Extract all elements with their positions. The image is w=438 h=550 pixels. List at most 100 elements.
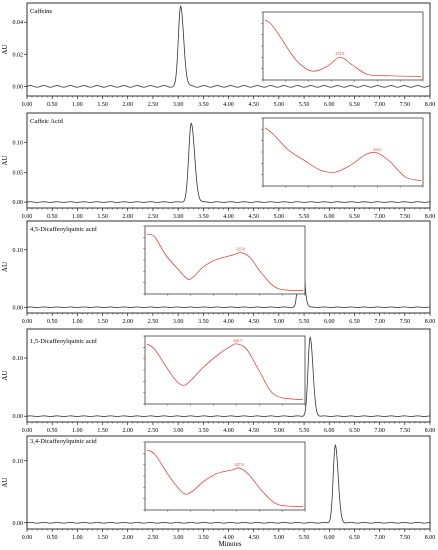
x-tick-label: 6.00 <box>324 428 335 434</box>
inset-frame <box>144 225 306 295</box>
x-tick-label: 2.50 <box>148 535 159 541</box>
y-tick-label: 0.00 <box>13 305 24 311</box>
x-tick-label: 0.00 <box>22 319 33 325</box>
uv-spectrum-curve <box>146 449 304 507</box>
y-tick-label: 0.00 <box>13 84 24 90</box>
x-tick-label: 7.00 <box>374 102 385 108</box>
x-tick-label: 7.00 <box>374 428 385 434</box>
x-tick-label: 5.00 <box>274 428 285 434</box>
x-tick-label: 1.50 <box>97 535 108 541</box>
x-tick-label: 1.00 <box>72 535 83 541</box>
x-tick-label: 4.00 <box>223 319 234 325</box>
y-tick-label: 0.10 <box>13 141 24 147</box>
x-tick-label: 7.50 <box>400 214 411 220</box>
spectrum-peak-label: 327.9 <box>235 462 244 467</box>
x-tick-label: 4.50 <box>248 535 259 541</box>
uv-spectrum-curve <box>146 343 304 401</box>
x-tick-label: 7.50 <box>400 428 411 434</box>
x-tick-label: 2.00 <box>123 319 134 325</box>
x-tick-label: 5.50 <box>299 214 310 220</box>
x-tick-label: 5.50 <box>299 102 310 108</box>
y-axis-label: AU <box>1 262 9 272</box>
x-tick-label: 7.00 <box>374 319 385 325</box>
x-tick-label: 3.00 <box>173 319 184 325</box>
x-tick-label: 0.50 <box>47 102 58 108</box>
x-tick-label: 3.50 <box>198 428 209 434</box>
chromatogram-trace <box>26 336 431 417</box>
uv-spectrum-curve <box>264 127 422 181</box>
x-tick-label: 6.50 <box>349 102 360 108</box>
x-tick-label: 0.50 <box>47 214 58 220</box>
x-tick-label: 6.50 <box>349 428 360 434</box>
x-tick-label: 1.50 <box>97 102 108 108</box>
chromatogram-trace <box>26 228 431 308</box>
x-tick-label: 4.00 <box>223 102 234 108</box>
x-tick-label: 5.00 <box>274 214 285 220</box>
x-tick-label: 7.00 <box>374 535 385 541</box>
chromatogram-panel: 0.00 0.50 1.00 1.50 2.00 2.50 3.00 3.50 4.00 4.50… <box>1 435 436 541</box>
x-tick-label: 2.00 <box>123 214 134 220</box>
chromatogram-trace <box>26 4 431 88</box>
x-tick-label: 0.50 <box>47 428 58 434</box>
chromatogram-panel: 0.00 0.50 1.00 1.50 2.00 2.50 3.00 3.50 4.00 4.50… <box>1 2 435 108</box>
x-tick-label: 4.50 <box>248 214 259 220</box>
y-tick-label: 0.00 <box>13 521 24 527</box>
inset-frame <box>144 441 306 511</box>
x-tick-label: 0.00 <box>22 214 33 220</box>
x-tick-label: 2.00 <box>123 428 134 434</box>
x-tick-label: 7.00 <box>374 214 385 220</box>
x-tick-label: 3.50 <box>198 102 209 108</box>
x-tick-label: 3.50 <box>198 214 209 220</box>
x-tick-label: 1.50 <box>97 319 108 325</box>
x-tick-label: 2.50 <box>148 319 159 325</box>
x-tick-label: 7.50 <box>400 319 411 325</box>
spectrum-peak-label: 324.1 <box>373 147 382 152</box>
x-tick-label: 0.50 <box>47 319 58 325</box>
x-tick-label: 1.00 <box>72 102 83 108</box>
y-axis-label: AU <box>1 477 9 487</box>
x-tick-label: 5.50 <box>299 535 310 541</box>
x-tick-label: 6.00 <box>324 214 335 220</box>
uv-spectrum-inset: 325.6 <box>143 225 306 296</box>
x-tick-label: 0.00 <box>22 102 33 108</box>
x-tick-label: 3.00 <box>173 214 184 220</box>
chromatogram-trace <box>26 443 431 524</box>
x-tick-label: 6.50 <box>349 535 360 541</box>
x-tick-label: 1.00 <box>72 428 83 434</box>
panel-title: 1,5-Dicaffeoylquinic acid <box>30 338 97 345</box>
y-tick-label: 0.04 <box>13 20 24 26</box>
y-axis-label: AU <box>1 44 9 54</box>
x-tick-label: 6.00 <box>324 319 335 325</box>
uv-spectrum-inset: 324.1 <box>261 117 424 188</box>
x-tick-label: 8.00 <box>425 535 436 541</box>
panel-title: 4,5-Dicaffeoylquinic acid <box>30 226 97 233</box>
y-tick-label: 0.00 <box>13 414 24 420</box>
uv-spectrum-inset: 326.7 <box>143 335 306 406</box>
x-tick-label: 0.00 <box>22 428 33 434</box>
x-tick-label: 4.50 <box>248 102 259 108</box>
x-tick-label: 8.00 <box>425 428 436 434</box>
y-tick-label: 0.02 <box>13 52 24 58</box>
y-tick-label: 0.00 <box>13 200 24 206</box>
x-tick-label: 1.00 <box>72 214 83 220</box>
panel-title: Caffeine <box>30 8 52 15</box>
inset-frame <box>262 117 424 187</box>
x-tick-label: 4.50 <box>248 319 259 325</box>
spectrum-peak-label: 325.6 <box>236 247 245 252</box>
uv-spectrum-inset: 327.9 <box>143 441 306 512</box>
x-tick-label: 1.50 <box>97 214 108 220</box>
x-tick-label: 8.00 <box>425 214 436 220</box>
y-tick-label: 0.10 <box>13 248 24 254</box>
chromatogram-panel: 0.00 0.50 1.00 1.50 2.00 2.50 3.00 3.50 4.00 4.50… <box>1 328 436 434</box>
x-tick-label: 5.50 <box>299 428 310 434</box>
chromatogram-panel: 0.00 0.50 1.00 1.50 2.00 2.50 3.00 3.50 4.00 4.50… <box>1 112 436 220</box>
x-tick-label: 6.00 <box>324 535 335 541</box>
x-tick-label: 5.00 <box>274 535 285 541</box>
y-tick-label: 0.05 <box>13 170 24 176</box>
x-tick-label: 3.00 <box>173 535 184 541</box>
panel-title: Caffeic Acid <box>30 118 64 125</box>
chromatogram-trace <box>26 122 431 203</box>
x-tick-label: 2.50 <box>148 214 159 220</box>
uv-spectrum-curve <box>264 19 422 77</box>
